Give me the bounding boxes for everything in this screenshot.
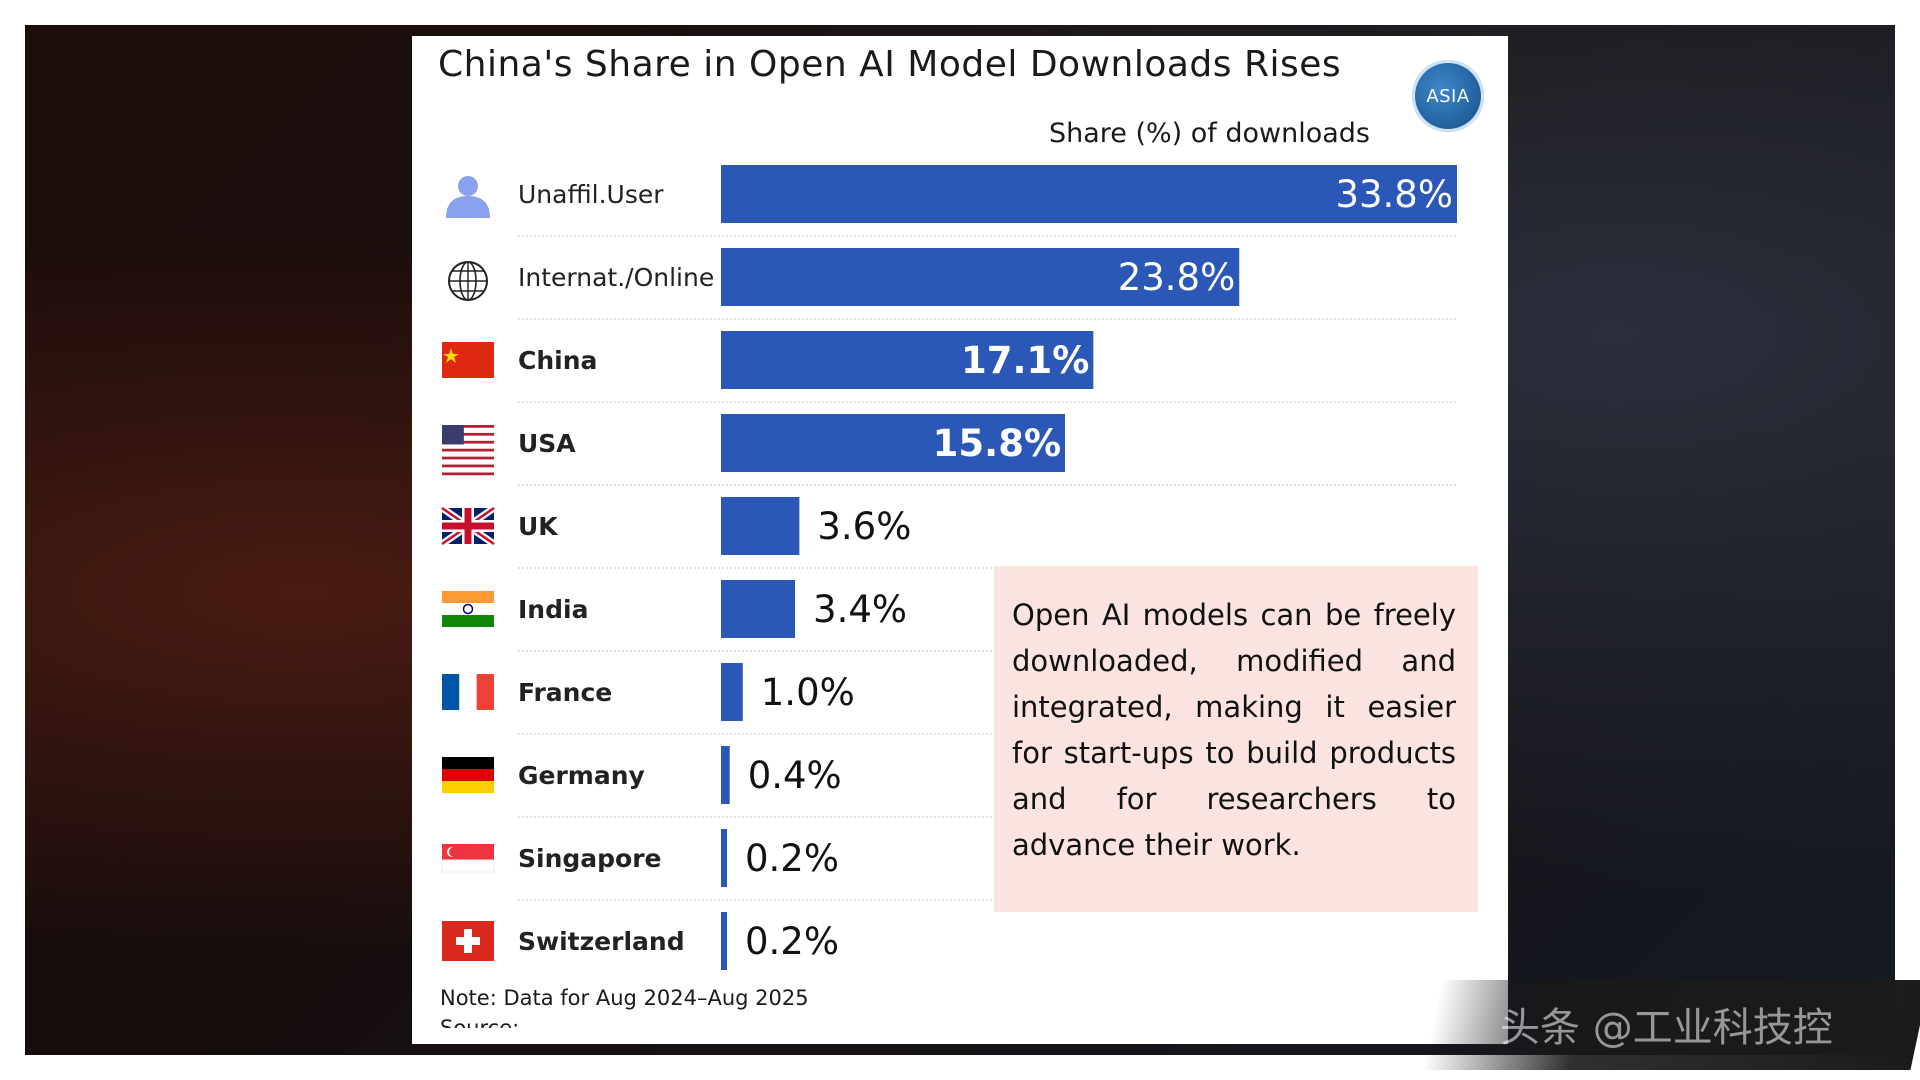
singapore-flag-icon <box>441 844 495 873</box>
bar-chart: 33.8% Unaffil.User 23.8% Internat./Online 17… <box>440 165 1458 970</box>
bar-usa <box>721 414 1066 472</box>
bar-internat-online <box>721 248 1240 306</box>
data-label: 3.6% <box>817 505 911 548</box>
category-label: Singapore <box>518 844 662 873</box>
bar-china <box>721 331 1094 389</box>
data-label: 1.0% <box>761 671 855 714</box>
data-label: 0.2% <box>745 837 839 880</box>
usa-flag-icon <box>442 425 494 476</box>
callout-box: Open AI models can be freely downloaded,… <box>994 566 1478 912</box>
bar-switzerland <box>721 912 727 970</box>
infographic-card: China's Share in Open AI Model Downloads… <box>412 36 1508 1044</box>
switzerland-flag-icon <box>442 921 494 961</box>
bar-singapore <box>721 829 727 887</box>
category-label: Switzerland <box>518 927 685 956</box>
china-flag-icon <box>442 342 494 378</box>
data-label: 17.1% <box>961 339 1089 382</box>
axis-label: Share (%) of downloads <box>1048 118 1370 149</box>
bar-unaffil-user <box>721 165 1457 223</box>
category-label: France <box>518 678 612 707</box>
france-flag-icon <box>442 674 494 710</box>
category-label: Internat./Online <box>518 263 714 292</box>
data-label: 0.2% <box>745 920 839 963</box>
source-note: Source: ... <box>440 1016 546 1028</box>
data-label: 15.8% <box>933 422 1061 465</box>
category-label: Unaffil.User <box>518 180 664 209</box>
data-label: 0.4% <box>748 754 842 797</box>
germany-flag-icon <box>442 757 494 793</box>
bar-france <box>721 663 743 721</box>
bar-india <box>721 580 796 638</box>
india-flag-icon <box>442 591 494 627</box>
category-label: Germany <box>518 761 645 790</box>
data-label: 3.4% <box>813 588 907 631</box>
bar-uk <box>721 497 800 555</box>
chart-title: China's Share in Open AI Model Downloads… <box>438 44 1342 85</box>
category-label: UK <box>518 512 559 541</box>
bar-germany <box>721 746 730 804</box>
asia-badge-logo: ASIA <box>1412 60 1484 132</box>
data-label: 23.8% <box>1118 256 1236 299</box>
category-label: India <box>518 595 588 624</box>
watermark-text: 头条 @工业科技控 <box>1500 1005 1833 1051</box>
uk-flag-icon <box>440 505 496 547</box>
category-label: USA <box>518 429 576 458</box>
data-note: Note: Data for Aug 2024–Aug 2025 <box>440 986 809 1010</box>
globe-icon <box>448 261 488 301</box>
category-label: China <box>518 346 597 375</box>
data-label: 33.8% <box>1335 173 1453 216</box>
user-icon <box>446 176 490 218</box>
